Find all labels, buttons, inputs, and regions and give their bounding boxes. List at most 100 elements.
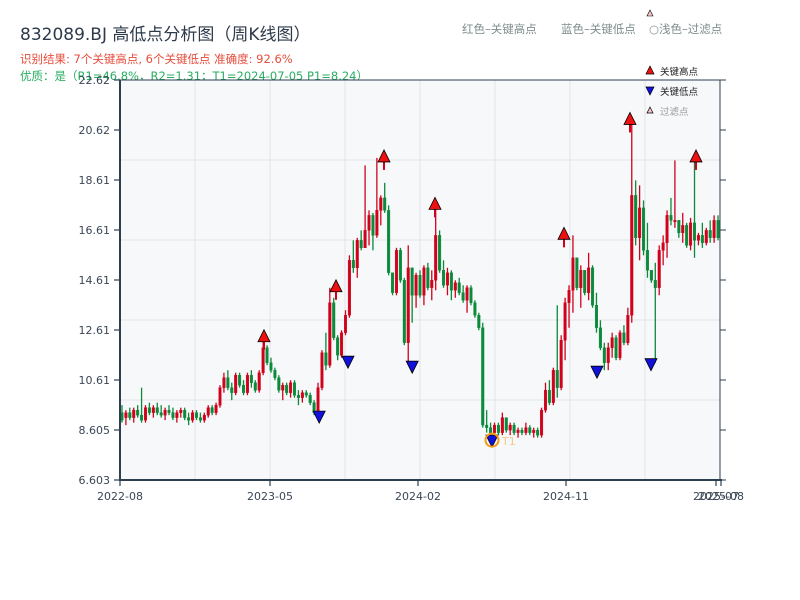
candle	[685, 222, 689, 248]
key-low-marker-icon	[405, 360, 419, 375]
candle	[351, 240, 355, 273]
candle	[308, 392, 312, 406]
candle	[328, 287, 332, 368]
candle	[708, 220, 712, 243]
legend-text-filtered: ○浅色–过滤点	[649, 22, 723, 36]
candle	[422, 265, 426, 306]
candle	[465, 285, 469, 313]
candle	[136, 405, 140, 418]
candle	[453, 280, 457, 298]
candle	[461, 285, 465, 303]
candle	[343, 310, 347, 336]
candle	[418, 270, 422, 298]
candle	[281, 382, 285, 401]
candle	[540, 407, 544, 438]
candle	[289, 380, 293, 398]
key-high-marker-icon	[377, 149, 391, 163]
candle	[151, 405, 155, 418]
candle	[657, 245, 661, 296]
candle	[508, 422, 512, 436]
candle	[391, 272, 395, 296]
x-tick-label: 2025-08	[698, 490, 744, 503]
candle	[653, 262, 657, 363]
candle	[496, 422, 500, 436]
candle	[689, 217, 693, 251]
grid-lines	[120, 80, 720, 480]
candle	[426, 262, 430, 291]
candle	[610, 332, 614, 358]
candle	[332, 297, 336, 341]
candle	[438, 230, 442, 273]
candle	[300, 390, 304, 403]
candle	[598, 320, 602, 351]
key-low-marker-icon	[644, 358, 658, 372]
candle	[551, 367, 555, 406]
candle	[402, 277, 406, 346]
candle	[681, 212, 685, 243]
candle	[504, 417, 508, 433]
candle	[226, 370, 230, 391]
candle	[167, 405, 171, 416]
candle	[430, 270, 434, 301]
t1-ring-icon	[484, 432, 500, 448]
key-low-marker-icon	[485, 434, 499, 449]
candle	[245, 372, 249, 396]
candle	[473, 300, 477, 318]
candle	[457, 277, 461, 296]
candle	[230, 382, 234, 401]
y-tick-label: 10.61	[79, 374, 111, 387]
candle	[594, 292, 598, 333]
candle	[336, 335, 340, 361]
y-tick-label: 18.61	[79, 174, 111, 187]
candle	[234, 372, 238, 396]
x-tick-label: 2023-05	[247, 490, 293, 503]
candle	[210, 405, 214, 416]
key-high-marker-icon	[428, 196, 442, 210]
candle	[512, 422, 516, 436]
candle	[642, 200, 646, 256]
candle	[296, 390, 300, 406]
candle	[143, 405, 147, 423]
candle	[147, 402, 151, 416]
candle	[155, 402, 159, 416]
y-axis-ticks: 22.62 20.62 18.61 16.61 14.61 12.61 10.61 8.605…	[79, 74, 726, 487]
candle	[398, 247, 402, 283]
candle	[304, 390, 308, 398]
candle	[198, 412, 202, 423]
candle	[367, 210, 371, 246]
key-low-marker-icon	[341, 355, 355, 370]
candle	[696, 232, 700, 246]
candle	[575, 257, 579, 291]
candle	[673, 160, 677, 228]
candle	[414, 272, 418, 308]
candle	[194, 410, 198, 421]
candle	[293, 380, 297, 398]
candle	[383, 182, 387, 213]
candles	[120, 120, 720, 440]
candle	[191, 410, 195, 423]
low-marker-icon	[645, 86, 655, 96]
candle	[555, 305, 559, 398]
candle	[394, 247, 398, 296]
x-tick-label: 2024-02	[395, 490, 441, 503]
candle	[277, 375, 281, 393]
candle	[434, 205, 438, 291]
candle	[363, 165, 367, 249]
candle	[618, 330, 622, 361]
candle	[634, 180, 638, 246]
candle	[645, 222, 649, 278]
chart-title: 832089.BJ 高低点分析图（周K线图）	[20, 25, 311, 45]
candle	[579, 265, 583, 308]
x-tick-label: 2024-11	[543, 490, 589, 503]
candle	[524, 422, 528, 436]
candle	[591, 265, 595, 308]
candle	[500, 412, 504, 436]
candle	[716, 215, 720, 241]
candle	[543, 382, 547, 413]
candle	[222, 372, 226, 393]
y-tick-label: 12.61	[79, 324, 111, 337]
candle	[622, 325, 626, 346]
candle	[273, 367, 277, 381]
candle	[179, 407, 183, 418]
candle	[649, 270, 653, 283]
